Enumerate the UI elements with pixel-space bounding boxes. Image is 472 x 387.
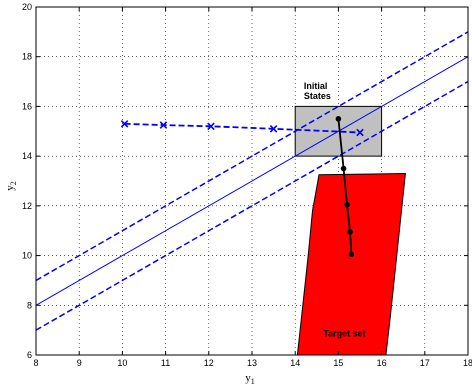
- x-tick-label-0: 8: [33, 358, 38, 368]
- x-tick-label-5: 13: [247, 358, 257, 368]
- y-tick-label-1: 8: [27, 300, 32, 310]
- trajectory-0-point-3: [269, 125, 278, 133]
- x-tick-label-8: 16: [377, 358, 387, 368]
- trajectory-1-point-1: [340, 165, 347, 172]
- y-tick-label-4: 14: [22, 151, 32, 161]
- x-axis-label: y1: [245, 372, 255, 386]
- annotations: Initial States Target set: [304, 81, 366, 338]
- reference-line-solid-0: [36, 56, 468, 306]
- trajectory-0-point-2: [207, 122, 215, 131]
- y-tick-label-0: 6: [27, 350, 32, 360]
- reference-line-dashed-2: [36, 80, 468, 331]
- trajectory-1-point-2: [344, 201, 350, 208]
- x-tick-label-4: 12: [204, 358, 214, 368]
- series: [120, 116, 364, 258]
- y-axis-label: y2: [4, 181, 18, 191]
- y-tick-label-5: 16: [22, 101, 32, 111]
- reference-lines: [36, 31, 468, 331]
- trajectory-0-point-0: [120, 120, 129, 128]
- trajectory-1-point-4: [348, 251, 355, 258]
- trajectory-1-point-3: [347, 229, 353, 235]
- x-tick-label-6: 14: [290, 358, 300, 368]
- initial-states-label: Initial States: [304, 81, 331, 101]
- target-set-region: [296, 172, 406, 355]
- initial-states-label-line-0: Initial: [304, 81, 328, 91]
- x-tick-label-1: 9: [77, 358, 82, 368]
- trajectory-1-point-0: [335, 116, 342, 122]
- x-tick-label-9: 17: [420, 358, 430, 368]
- x-tick-label-10: 18: [463, 358, 472, 368]
- trajectory-0-point-4: [356, 128, 364, 137]
- target-set-label: Target set: [323, 328, 365, 338]
- y-tick-label-6: 18: [22, 52, 32, 62]
- grid: [36, 7, 468, 355]
- y-tick-label-3: 12: [22, 201, 32, 211]
- reference-line-dashed-1: [36, 31, 468, 282]
- target-set-label-line-0: Target set: [323, 328, 365, 338]
- y-tick-label-2: 10: [22, 251, 32, 261]
- initial-states-label-line-1: States: [304, 91, 331, 101]
- x-tick-label-7: 15: [333, 358, 343, 368]
- x-tick-label-3: 11: [161, 358, 170, 368]
- x-tick-label-2: 10: [117, 358, 127, 368]
- y-tick-label-7: 20: [22, 2, 32, 12]
- trajectory-0-point-1: [159, 121, 168, 129]
